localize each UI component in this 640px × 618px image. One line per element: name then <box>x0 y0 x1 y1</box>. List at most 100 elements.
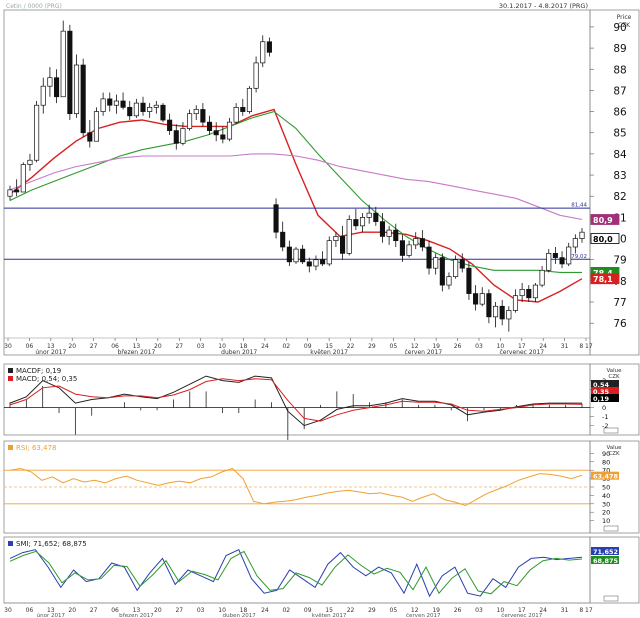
candle <box>160 103 166 123</box>
candle-body <box>566 246 572 265</box>
price-axis-frame <box>589 9 640 356</box>
price-x-tick-label: 27 <box>175 343 183 350</box>
candle-body <box>333 236 339 242</box>
candle <box>346 215 352 256</box>
candle <box>393 223 399 248</box>
bottom-x-tick-label: 20 <box>154 607 162 614</box>
candle-body <box>406 244 412 256</box>
macd-y-tick-label: 0 <box>602 404 606 412</box>
bottom-month-label: duben 2017 <box>223 613 257 618</box>
candle-body <box>492 305 499 318</box>
price-x-tick-label: 09 <box>304 343 312 350</box>
candle <box>559 251 565 269</box>
price-y-tick-label: 76 <box>613 318 627 330</box>
candle-body <box>506 310 512 320</box>
candle <box>426 240 432 275</box>
candle <box>340 225 346 260</box>
candle-body <box>34 104 40 161</box>
smi-value-tag <box>591 547 619 555</box>
candle <box>27 153 33 171</box>
bottom-x-tick-label: 03 <box>197 607 205 614</box>
candle <box>572 234 578 254</box>
macd-legend-label: MACD; 0,54; 0,35 <box>16 375 77 383</box>
candle <box>546 249 552 273</box>
smi-axis-frame <box>589 536 640 604</box>
candle-body <box>353 219 359 227</box>
candle <box>67 24 73 121</box>
candle-body <box>113 100 119 106</box>
candle <box>326 236 332 267</box>
candle-body <box>479 293 485 305</box>
price-x-tick-label: 17 <box>518 343 526 350</box>
bottom-x-tick-label: 26 <box>454 607 462 614</box>
price-x-tick-label: 20 <box>154 343 162 350</box>
candle <box>260 35 266 68</box>
price-x-tick-label: 8 17 <box>579 343 593 350</box>
macd-legend-swatch <box>8 368 13 373</box>
candle <box>266 37 272 57</box>
smi-value-tag-label: 68,875 <box>593 557 619 565</box>
candle-body <box>246 87 252 112</box>
candle <box>499 299 505 326</box>
price-x-tick-label: 31 <box>561 343 569 350</box>
candle-body <box>366 212 372 218</box>
bottom-x-tick-label: 02 <box>282 607 290 614</box>
rsi-y-tick-label: 20 <box>602 509 610 517</box>
bottom-x-tick-label: 06 <box>111 607 119 614</box>
candle-body <box>167 119 173 131</box>
candle <box>419 230 425 252</box>
rsi-y-tick-label: 70 <box>602 467 610 475</box>
candle <box>373 206 379 226</box>
candle <box>187 109 193 131</box>
candle-body <box>572 238 578 248</box>
candle-body <box>180 128 186 144</box>
candle-body <box>280 231 286 248</box>
candle <box>153 100 159 114</box>
macd-series-line <box>9 378 583 422</box>
price-x-tick-label: 15 <box>325 343 333 350</box>
macd-auto-toggle[interactable] <box>603 427 619 434</box>
rsi-auto-toggle[interactable] <box>603 525 619 532</box>
price-x-tick-label: 20 <box>68 343 76 350</box>
price-axis-unit: CZK <box>618 22 631 29</box>
candle-body <box>153 104 159 108</box>
bottom-month-label: květen 2017 <box>312 612 347 618</box>
candle-body <box>386 229 392 237</box>
bottom-month-label: únor 2017 <box>37 612 66 618</box>
bottom-x-tick-label: 19 <box>432 607 440 614</box>
rsi-axis-unit: CZK <box>608 451 620 457</box>
candle <box>473 285 479 311</box>
bottom-month-label: březen 2017 <box>119 612 154 618</box>
candle-body <box>399 240 405 256</box>
candle-body <box>93 111 100 142</box>
candle-body <box>60 30 66 98</box>
candle-body <box>439 257 445 286</box>
bottom-x-tick-label: 17 <box>518 607 526 614</box>
candle-body <box>127 106 133 117</box>
candle <box>320 251 326 267</box>
rsi-y-tick-label: 50 <box>602 484 610 492</box>
price-tag <box>590 214 620 225</box>
price-axis-title: Price <box>617 14 632 21</box>
candle-body <box>379 221 386 237</box>
rsi-y-tick-label: 40 <box>602 492 610 500</box>
candle-body <box>293 248 299 263</box>
rsi-value-tag-label: 63,478 <box>593 472 619 480</box>
price-y-tick-label: 89 <box>613 43 626 55</box>
candle <box>253 56 259 93</box>
price-y-tick-label: 79 <box>613 255 626 267</box>
rsi-legend-swatch <box>8 445 13 450</box>
candle-body <box>512 295 519 311</box>
smi-auto-toggle[interactable] <box>603 595 619 602</box>
price-month-label: červen 2017 <box>404 349 442 356</box>
candle-body <box>187 113 193 129</box>
candle-body <box>220 134 226 140</box>
bottom-x-tick-label: 10 <box>218 607 226 614</box>
price-x-tick-label: 22 <box>347 343 355 350</box>
price-x-tick-label: 30 <box>4 343 12 350</box>
candle-body <box>532 284 538 299</box>
rsi-axis-title: Value <box>606 445 622 451</box>
bottom-x-tick-label: 24 <box>539 607 547 614</box>
candle-body <box>107 98 113 106</box>
candle <box>100 92 106 116</box>
